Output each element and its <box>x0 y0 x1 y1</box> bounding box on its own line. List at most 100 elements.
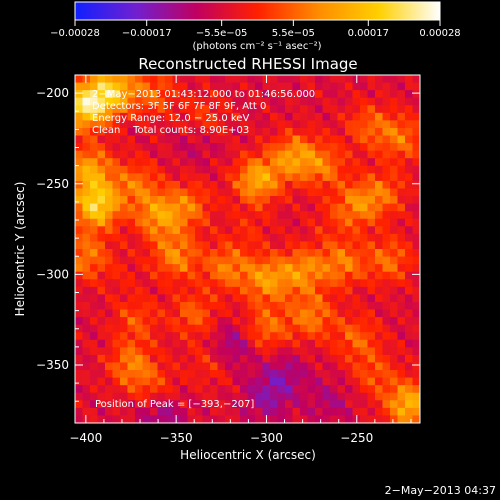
heatmap-cell <box>232 294 241 303</box>
heatmap-cell <box>97 286 106 295</box>
heatmap-cell <box>285 279 294 288</box>
heatmap-cell <box>315 241 324 250</box>
heatmap-cell <box>247 150 256 159</box>
heatmap-cell <box>225 286 234 295</box>
heatmap-cell <box>165 97 174 106</box>
heatmap-cell <box>315 294 324 303</box>
heatmap-cell <box>352 264 361 273</box>
heatmap-cell <box>345 211 354 220</box>
heatmap-cell <box>247 97 256 106</box>
heatmap-cell <box>330 385 339 394</box>
heatmap-cell <box>210 112 219 121</box>
heatmap-cell <box>352 249 361 258</box>
heatmap-cell <box>187 309 196 318</box>
heatmap-cell <box>105 82 114 91</box>
heatmap-cell <box>285 218 294 227</box>
heatmap-cell <box>382 196 391 205</box>
heatmap-cell <box>202 127 211 137</box>
heatmap-cell <box>120 407 129 417</box>
heatmap-cell <box>187 286 196 295</box>
heatmap-cell <box>337 233 346 243</box>
heatmap-cell <box>397 82 406 91</box>
heatmap-cell <box>270 135 279 144</box>
heatmap-cell <box>277 150 286 159</box>
heatmap-cell <box>195 90 204 99</box>
heatmap-cell <box>120 105 129 114</box>
heatmap-cell <box>217 211 226 220</box>
heatmap-cell <box>240 218 249 227</box>
heatmap-cell <box>165 135 174 144</box>
heatmap-cell <box>232 226 241 235</box>
heatmap-cell <box>127 370 136 379</box>
heatmap-cell <box>337 264 346 273</box>
heatmap-cell <box>82 158 91 167</box>
heatmap-cell <box>367 301 376 311</box>
heatmap-cell <box>217 165 226 174</box>
heatmap-cell <box>105 150 114 159</box>
heatmap-cell <box>322 135 331 144</box>
heatmap-cell <box>157 377 166 386</box>
heatmap-cell <box>232 233 241 243</box>
heatmap-cell <box>300 188 309 197</box>
heatmap-cell <box>307 256 316 265</box>
heatmap-cell <box>195 135 204 144</box>
heatmap-cell <box>345 370 354 379</box>
heatmap-cell <box>255 82 264 91</box>
heatmap-cell <box>382 309 391 318</box>
heatmap-cell <box>105 233 114 243</box>
heatmap-cell <box>82 339 91 348</box>
colorbar-tick-label: 0.00028 <box>419 28 460 39</box>
heatmap-cell <box>397 165 406 174</box>
heatmap-cell <box>345 180 354 190</box>
heatmap-cell <box>255 150 264 159</box>
heatmap-cell <box>375 226 384 235</box>
heatmap-cell <box>232 362 241 371</box>
heatmap-cell <box>180 279 189 288</box>
heatmap-cell <box>375 90 384 99</box>
heatmap-cell <box>315 180 324 190</box>
heatmap-cell <box>360 249 369 258</box>
heatmap-cell <box>337 317 346 326</box>
heatmap-cell <box>255 211 264 220</box>
heatmap-cell <box>75 362 84 371</box>
heatmap-cell <box>202 332 211 341</box>
heatmap-cell <box>240 249 249 258</box>
heatmap-cell <box>405 370 414 379</box>
heatmap-cell <box>150 143 159 152</box>
heatmap-cell <box>322 112 331 121</box>
heatmap-cell <box>412 120 420 129</box>
heatmap-cell <box>75 407 84 417</box>
heatmap-cell <box>240 226 249 235</box>
heatmap-cell <box>390 385 399 394</box>
heatmap-cell <box>217 362 226 371</box>
heatmap-cell <box>195 173 204 182</box>
heatmap-cell <box>225 377 234 386</box>
heatmap-cell <box>187 135 196 144</box>
heatmap-cell <box>112 407 121 417</box>
heatmap-cell <box>262 271 271 280</box>
heatmap-cell <box>217 407 226 417</box>
heatmap-cell <box>90 218 99 227</box>
heatmap-cell <box>307 112 316 121</box>
heatmap-cell <box>210 354 219 364</box>
heatmap-cell <box>315 97 324 106</box>
heatmap-cell <box>150 90 159 99</box>
heatmap-cell <box>240 90 249 99</box>
heatmap-cell <box>375 279 384 288</box>
heatmap-cell <box>247 264 256 273</box>
heatmap-cell <box>232 354 241 364</box>
heatmap-cell <box>105 324 114 333</box>
heatmap-cell <box>150 127 159 137</box>
heatmap-cell <box>240 400 249 409</box>
heatmap-cell <box>412 188 420 197</box>
heatmap-cell <box>247 362 256 371</box>
heatmap-cell <box>300 241 309 250</box>
heatmap-cell <box>187 226 196 235</box>
heatmap-cell <box>255 127 264 137</box>
heatmap-cell <box>367 332 376 341</box>
heatmap-cell <box>112 286 121 295</box>
heatmap-cell <box>112 400 121 409</box>
heatmap-cell <box>112 203 121 212</box>
heatmap-cell <box>150 256 159 265</box>
heatmap-cell <box>405 400 414 409</box>
